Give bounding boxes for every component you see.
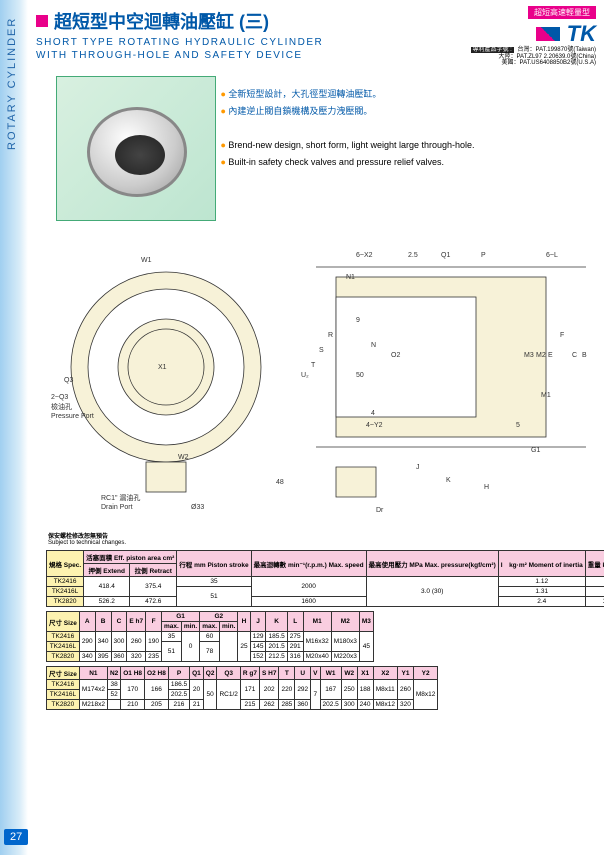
svg-text:S: S: [319, 347, 324, 354]
bullet-en-2: Built-in safety check valves and pressur…: [220, 154, 580, 171]
change-note: 保安螺栓修改恕無預告 Subject to technical changes.: [48, 531, 596, 546]
svg-text:P: P: [481, 252, 486, 259]
svg-text:W2: W2: [178, 454, 189, 461]
svg-text:O2: O2: [391, 352, 400, 359]
bullet-en-1: Brend-new design, short form, light weig…: [220, 137, 580, 154]
svg-text:M3: M3: [524, 352, 534, 359]
bullet-cn-2: 內建逆止閥自鎖機構及壓力洩壓閥。: [220, 103, 580, 120]
svg-text:5: 5: [516, 422, 520, 429]
svg-text:Drain Port: Drain Port: [101, 504, 133, 511]
svg-text:50: 50: [356, 372, 364, 379]
svg-text:4~Y2: 4~Y2: [366, 422, 383, 429]
svg-text:F: F: [560, 332, 564, 339]
svg-text:9: 9: [356, 317, 360, 324]
svg-text:2.5: 2.5: [408, 252, 418, 259]
sidebar: ROTARY CYLINDER 27: [0, 0, 28, 855]
svg-text:48: 48: [276, 479, 284, 486]
feature-bullets: 全新短型設計，大孔徑型迴轉油壓缸。 內建逆止閥自鎖機構及壓力洩壓閥。 Brend…: [220, 86, 580, 171]
series-band: 超短高速輕量型: [528, 6, 596, 19]
svg-text:T: T: [311, 362, 316, 369]
svg-text:W1: W1: [141, 257, 152, 264]
sidebar-label: ROTARY CYLINDER: [6, 17, 18, 150]
svg-text:M2: M2: [536, 352, 546, 359]
svg-text:4: 4: [371, 410, 375, 417]
svg-text:C: C: [572, 352, 577, 359]
svg-text:X1: X1: [158, 364, 167, 371]
page-number: 27: [4, 829, 28, 845]
svg-text:K: K: [446, 477, 451, 484]
svg-text:G1: G1: [531, 447, 540, 454]
svg-text:6~L: 6~L: [546, 252, 558, 259]
spec-table-1: 規格 Spec. 活塞面積 Eff. piston area cm² 行程 mm…: [46, 550, 604, 607]
svg-text:Pressure Port: Pressure Port: [51, 413, 94, 420]
svg-text:檢油孔: 檢油孔: [51, 402, 72, 411]
spec-table-3: 尺寸 Size N1N2 O1 H8O2 H8 PQ1 Q2Q3 R g7S H…: [46, 666, 438, 710]
model-code: TK: [567, 21, 596, 47]
svg-text:H: H: [484, 484, 489, 491]
patent-label: 專利產品字號 :: [471, 47, 514, 53]
bullet-cn-1: 全新短型設計，大孔徑型迴轉油壓缸。: [220, 86, 580, 103]
svg-text:M1: M1: [541, 392, 551, 399]
product-photo: [56, 76, 216, 221]
svg-text:Q1: Q1: [441, 252, 450, 259]
svg-text:E: E: [548, 352, 553, 359]
title-cn: 超短型中空迴轉油壓缸 (三): [54, 8, 269, 34]
title-square-icon: [36, 15, 48, 27]
svg-text:6~X2: 6~X2: [356, 252, 373, 259]
svg-text:Q3: Q3: [64, 377, 73, 384]
svg-text:J: J: [416, 464, 420, 471]
patent-block: 專利產品字號 : 台灣：PAT.199870號(Taiwan) 大陸：PAT.Z…: [471, 47, 597, 67]
engineering-diagram: W1 X1 Q3 2~Q3 檢油孔 Pressure Port RC1" 漏油孔…: [46, 237, 591, 527]
svg-text:Ø33: Ø33: [191, 504, 204, 511]
svg-text:Dr: Dr: [376, 507, 384, 514]
svg-text:RC1" 漏油孔: RC1" 漏油孔: [101, 493, 140, 502]
header-right: 超短高速輕量型 TK 專利產品字號 : 台灣：PAT.199870號(Taiwa…: [471, 6, 597, 67]
spec-table-2: 尺寸 Size AB CE h7 F G1G2 HJ KL M1M2 M3 ma…: [46, 611, 374, 662]
svg-text:N: N: [371, 342, 376, 349]
svg-text:R: R: [328, 332, 333, 339]
svg-text:2~Q3: 2~Q3: [51, 394, 68, 401]
brand-flag-icon: [536, 27, 560, 41]
svg-text:N1: N1: [346, 274, 355, 281]
svg-text:B: B: [582, 352, 587, 359]
svg-text:U₂: U₂: [301, 372, 309, 379]
